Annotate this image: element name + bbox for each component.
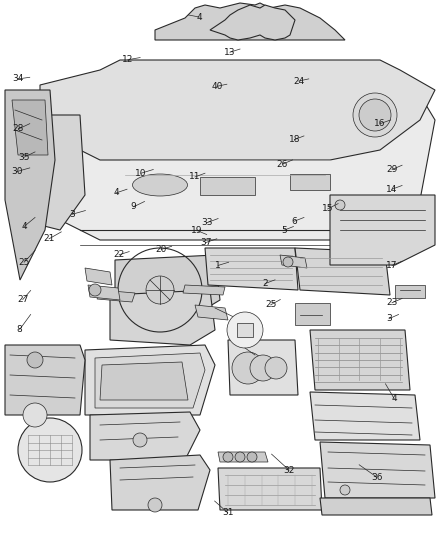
Text: 29: 29 [386,165,398,174]
Text: 5: 5 [281,226,287,235]
Text: 33: 33 [201,219,212,227]
Polygon shape [97,290,135,302]
Text: 25: 25 [18,258,30,266]
Circle shape [146,276,174,304]
Polygon shape [155,3,345,40]
Polygon shape [218,452,268,462]
Circle shape [250,355,276,381]
Text: 13: 13 [224,48,236,56]
Text: 22: 22 [113,251,125,259]
Circle shape [23,403,47,427]
Polygon shape [330,195,435,265]
Polygon shape [20,80,435,240]
Text: 3: 3 [69,210,75,219]
Circle shape [27,352,43,368]
Text: 36: 36 [371,473,382,481]
Text: 9: 9 [131,203,137,211]
Polygon shape [85,268,112,285]
Text: 4: 4 [21,222,27,231]
Polygon shape [320,442,435,498]
Text: 26: 26 [277,160,288,168]
Circle shape [283,257,293,267]
Polygon shape [20,115,85,230]
Polygon shape [88,285,120,300]
Polygon shape [85,345,215,415]
Text: 32: 32 [283,466,295,474]
Text: 1: 1 [215,261,221,270]
Polygon shape [310,392,420,440]
Polygon shape [95,353,205,408]
Text: 40: 40 [211,82,223,91]
Polygon shape [210,5,295,40]
Text: 11: 11 [189,173,201,181]
Text: 14: 14 [386,185,398,193]
Polygon shape [5,90,55,280]
Circle shape [148,498,162,512]
Polygon shape [205,248,298,290]
Text: 24: 24 [293,77,304,85]
Circle shape [265,357,287,379]
Circle shape [89,284,101,296]
Text: 28: 28 [13,125,24,133]
Text: 31: 31 [222,508,233,517]
Ellipse shape [133,174,187,196]
Circle shape [133,433,147,447]
Bar [200,177,255,195]
Text: 23: 23 [386,298,398,307]
Text: 15: 15 [322,205,333,213]
Bar [237,323,253,337]
Text: 16: 16 [374,119,386,128]
Text: 21: 21 [43,235,55,243]
Circle shape [335,200,345,210]
Bar [295,303,330,325]
Text: 30: 30 [11,167,22,176]
Polygon shape [310,330,410,390]
Polygon shape [12,100,48,155]
Text: 37: 37 [200,238,212,247]
Bar [290,174,330,190]
Polygon shape [110,290,215,345]
Text: 8: 8 [17,325,23,334]
Text: 25: 25 [265,301,276,309]
Text: 10: 10 [135,169,147,177]
Polygon shape [218,468,322,510]
Polygon shape [40,60,435,160]
Text: 35: 35 [18,153,30,161]
Text: 12: 12 [122,55,134,64]
Polygon shape [5,345,85,415]
Circle shape [223,452,233,462]
Text: 17: 17 [386,261,398,270]
Circle shape [359,99,391,131]
Polygon shape [110,455,210,510]
Text: 4: 4 [197,13,202,21]
Polygon shape [195,305,228,320]
Polygon shape [183,285,225,295]
Circle shape [235,452,245,462]
Text: 18: 18 [289,135,300,144]
Circle shape [232,352,264,384]
Text: 4: 4 [392,394,397,403]
Polygon shape [280,255,307,268]
Text: 34: 34 [13,75,24,83]
Text: 20: 20 [155,245,167,254]
Polygon shape [100,362,188,400]
Circle shape [340,485,350,495]
Polygon shape [90,412,200,460]
Circle shape [353,93,397,137]
Circle shape [227,312,263,348]
Text: 4: 4 [113,189,119,197]
Polygon shape [228,340,298,395]
Circle shape [18,418,82,482]
Text: 2: 2 [262,279,268,288]
Text: 6: 6 [291,217,297,225]
Polygon shape [395,285,425,298]
Polygon shape [295,248,390,295]
Circle shape [247,452,257,462]
Text: 3: 3 [386,314,392,323]
Text: 19: 19 [191,226,202,235]
Polygon shape [115,255,220,315]
Text: 27: 27 [17,295,28,304]
Polygon shape [320,498,432,515]
